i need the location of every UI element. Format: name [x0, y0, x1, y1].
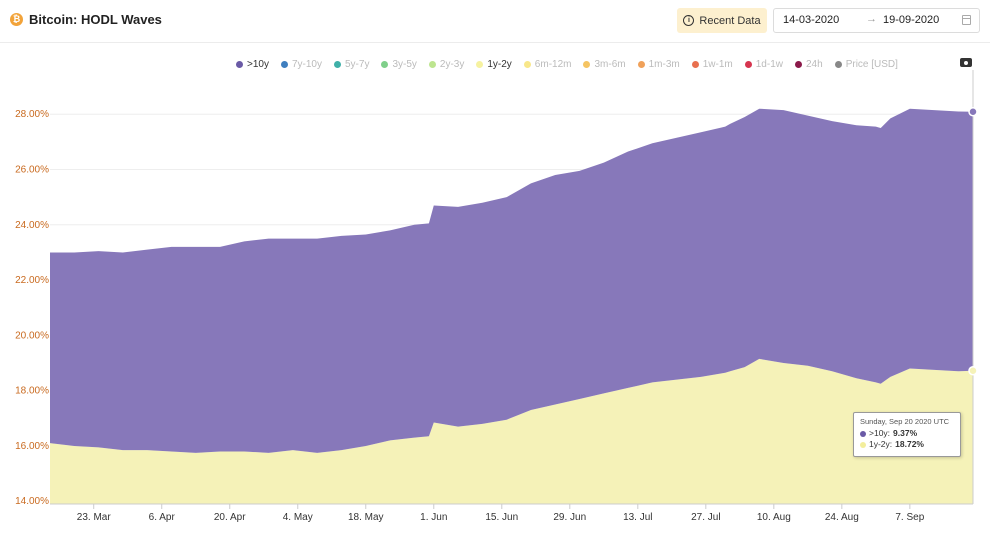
legend-dot	[280, 61, 288, 68]
legend-item[interactable]: 24h	[795, 59, 823, 70]
x-tick-label: 13. Jul	[623, 512, 652, 523]
legend-label: 7y-10y	[291, 59, 322, 70]
legend-item[interactable]: 5y-7y	[333, 59, 370, 70]
arrow-right-icon: →	[866, 13, 877, 25]
y-tick-label: 28.00%	[15, 109, 49, 120]
legend-dot	[523, 61, 531, 68]
x-tick-label: 23. Mar	[77, 512, 112, 523]
date-from-input[interactable]: 14-03-2020	[783, 14, 840, 26]
tooltip-title: Sunday, Sep 20 2020 UTC	[860, 417, 950, 426]
chart-header: ₿ Bitcoin: HODL Waves i Recent Data 14-0…	[0, 0, 990, 43]
legend-label: >10y	[247, 59, 269, 70]
tooltip-swatch	[860, 441, 866, 448]
y-tick-label: 26.00%	[15, 165, 49, 176]
legend-label: 1m-3m	[648, 59, 680, 70]
legend-label: 2y-3y	[439, 59, 465, 70]
legend-dot	[428, 61, 436, 68]
legend-label: 1y-2y	[487, 59, 512, 70]
legend-item[interactable]: 3m-6m	[583, 59, 626, 70]
legend-dot	[637, 61, 645, 68]
tooltip-value: 9.37%	[893, 428, 918, 438]
legend-item[interactable]: 1m-3m	[637, 59, 680, 70]
legend-item[interactable]: 1w-1m	[691, 59, 733, 70]
info-icon: i	[683, 15, 695, 26]
legend-dot	[834, 61, 842, 68]
calendar-icon[interactable]	[962, 15, 971, 25]
x-tick-label: 24. Aug	[825, 512, 859, 523]
legend-label: 24h	[806, 59, 823, 70]
legend-item[interactable]: 1d-1w	[744, 59, 783, 70]
x-tick-label: 18. May	[348, 512, 384, 523]
x-tick-label: 6. Apr	[149, 512, 176, 523]
area-series-10y	[50, 108, 973, 453]
legend-item[interactable]: 6m-12m	[523, 59, 572, 70]
chart-title: ₿ Bitcoin: HODL Waves	[10, 12, 162, 27]
area-series-1y2y	[50, 358, 973, 504]
legend-item[interactable]: 1y-2y	[476, 59, 512, 70]
chart-title-text: Bitcoin: HODL Waves	[29, 12, 162, 27]
chart-tooltip: Sunday, Sep 20 2020 UTC >10y: 9.37% 1y-2…	[853, 412, 961, 457]
legend-label: 3y-5y	[392, 59, 417, 70]
y-tick-label: 22.00%	[15, 275, 49, 286]
x-tick-label: 27. Jul	[691, 512, 720, 523]
y-tick-label: 24.00%	[15, 220, 49, 231]
legend-dot	[795, 61, 802, 68]
x-tick-label: 15. Jun	[485, 512, 518, 523]
y-tick-label: 18.00%	[15, 386, 49, 397]
tooltip-value: 18.72%	[895, 439, 924, 449]
date-to-input[interactable]: 19-09-2020	[883, 14, 940, 26]
legend-dot	[691, 61, 699, 68]
legend-dot	[333, 61, 341, 68]
legend-label: 6m-12m	[534, 59, 572, 70]
x-tick-label: 4. May	[283, 512, 313, 523]
legend-dot	[381, 61, 389, 68]
legend-dot	[236, 61, 243, 68]
legend-item[interactable]: Price [USD]	[834, 59, 898, 70]
date-range-picker[interactable]: 14-03-2020 → 19-09-2020	[773, 8, 980, 33]
legend-dot	[744, 61, 752, 68]
x-tick-label: 7. Sep	[895, 512, 924, 523]
camera-icon[interactable]	[960, 58, 972, 67]
y-tick-label: 16.00%	[15, 441, 49, 452]
legend-label: 1d-1w	[755, 59, 783, 70]
legend-dot	[476, 61, 484, 68]
legend-label: 3m-6m	[594, 59, 626, 70]
y-tick-label: 20.00%	[15, 330, 49, 341]
legend-label: 1w-1m	[702, 59, 733, 70]
legend-item[interactable]: 2y-3y	[428, 59, 465, 70]
tooltip-label: >10y:	[869, 428, 891, 438]
x-tick-label: 10. Aug	[757, 512, 791, 523]
legend-item[interactable]: 7y-10y	[280, 59, 322, 70]
tooltip-row: 1y-2y: 18.72%	[860, 439, 954, 450]
bitcoin-icon: ₿	[10, 13, 23, 26]
chart-legend: >10y 7y-10y 5y-7y 3y-5y 2y-3y 1y-2y 6m-12m 3m-6…	[236, 59, 910, 70]
hover-marker	[968, 106, 978, 117]
recent-data-button[interactable]: i Recent Data	[677, 8, 767, 33]
y-tick-label: 14.00%	[15, 496, 49, 507]
legend-item[interactable]: 3y-5y	[381, 59, 417, 70]
tooltip-label: 1y-2y:	[869, 439, 893, 449]
legend-label: Price [USD]	[845, 59, 898, 70]
recent-data-label: Recent Data	[699, 14, 761, 27]
x-tick-label: 20. Apr	[214, 512, 246, 523]
x-tick-label: 1. Jun	[420, 512, 447, 523]
legend-label: 5y-7y	[344, 59, 370, 70]
legend-dot	[583, 61, 591, 68]
tooltip-swatch	[860, 430, 866, 437]
hover-marker	[968, 366, 978, 376]
x-tick-label: 29. Jun	[553, 512, 586, 523]
tooltip-row: >10y: 9.37%	[860, 428, 954, 439]
legend-item[interactable]: >10y	[236, 59, 269, 70]
